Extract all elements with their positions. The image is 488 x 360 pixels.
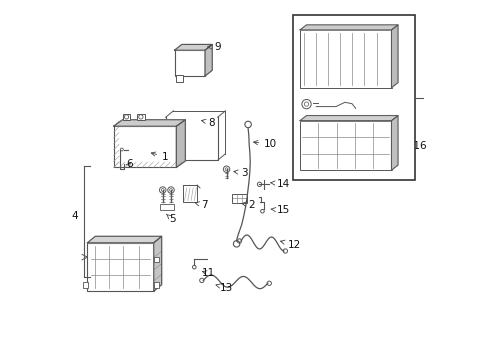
Circle shape	[301, 99, 310, 109]
Text: —16: —16	[402, 141, 426, 151]
Polygon shape	[113, 120, 185, 126]
Text: 14: 14	[270, 179, 289, 189]
Bar	[87, 243, 153, 291]
Circle shape	[223, 166, 229, 172]
Bar	[122, 114, 130, 120]
Polygon shape	[391, 116, 397, 170]
Text: 1: 1	[151, 152, 168, 162]
Text: 5: 5	[166, 214, 176, 224]
Bar	[153, 282, 159, 288]
Polygon shape	[204, 44, 212, 76]
Text: 2: 2	[242, 200, 254, 210]
Polygon shape	[176, 120, 185, 167]
Bar	[83, 282, 88, 288]
Text: 8: 8	[201, 118, 215, 128]
Text: 4: 4	[72, 211, 79, 221]
Bar	[300, 30, 391, 87]
Bar	[159, 204, 174, 211]
Text: 10: 10	[253, 139, 277, 149]
Bar	[300, 121, 391, 170]
Bar	[113, 126, 176, 167]
Text: 11: 11	[201, 268, 214, 278]
Bar	[183, 185, 197, 202]
Polygon shape	[300, 25, 397, 30]
Bar	[292, 15, 414, 180]
Text: 7: 7	[195, 200, 208, 210]
Text: 15: 15	[270, 206, 289, 216]
Circle shape	[159, 187, 165, 193]
Circle shape	[167, 187, 174, 193]
Bar	[137, 114, 144, 120]
Polygon shape	[87, 236, 162, 243]
Polygon shape	[300, 116, 397, 121]
Bar	[176, 75, 183, 82]
Text: 6: 6	[126, 159, 133, 169]
Bar	[231, 194, 246, 203]
Text: 13: 13	[216, 283, 232, 293]
Polygon shape	[153, 236, 162, 291]
Text: 9: 9	[207, 42, 220, 52]
Text: 17: 17	[298, 53, 311, 63]
Bar	[153, 257, 159, 262]
Polygon shape	[174, 44, 212, 50]
Polygon shape	[391, 25, 397, 87]
Bar	[174, 50, 204, 76]
Text: 12: 12	[280, 239, 300, 249]
Text: 3: 3	[233, 168, 247, 178]
